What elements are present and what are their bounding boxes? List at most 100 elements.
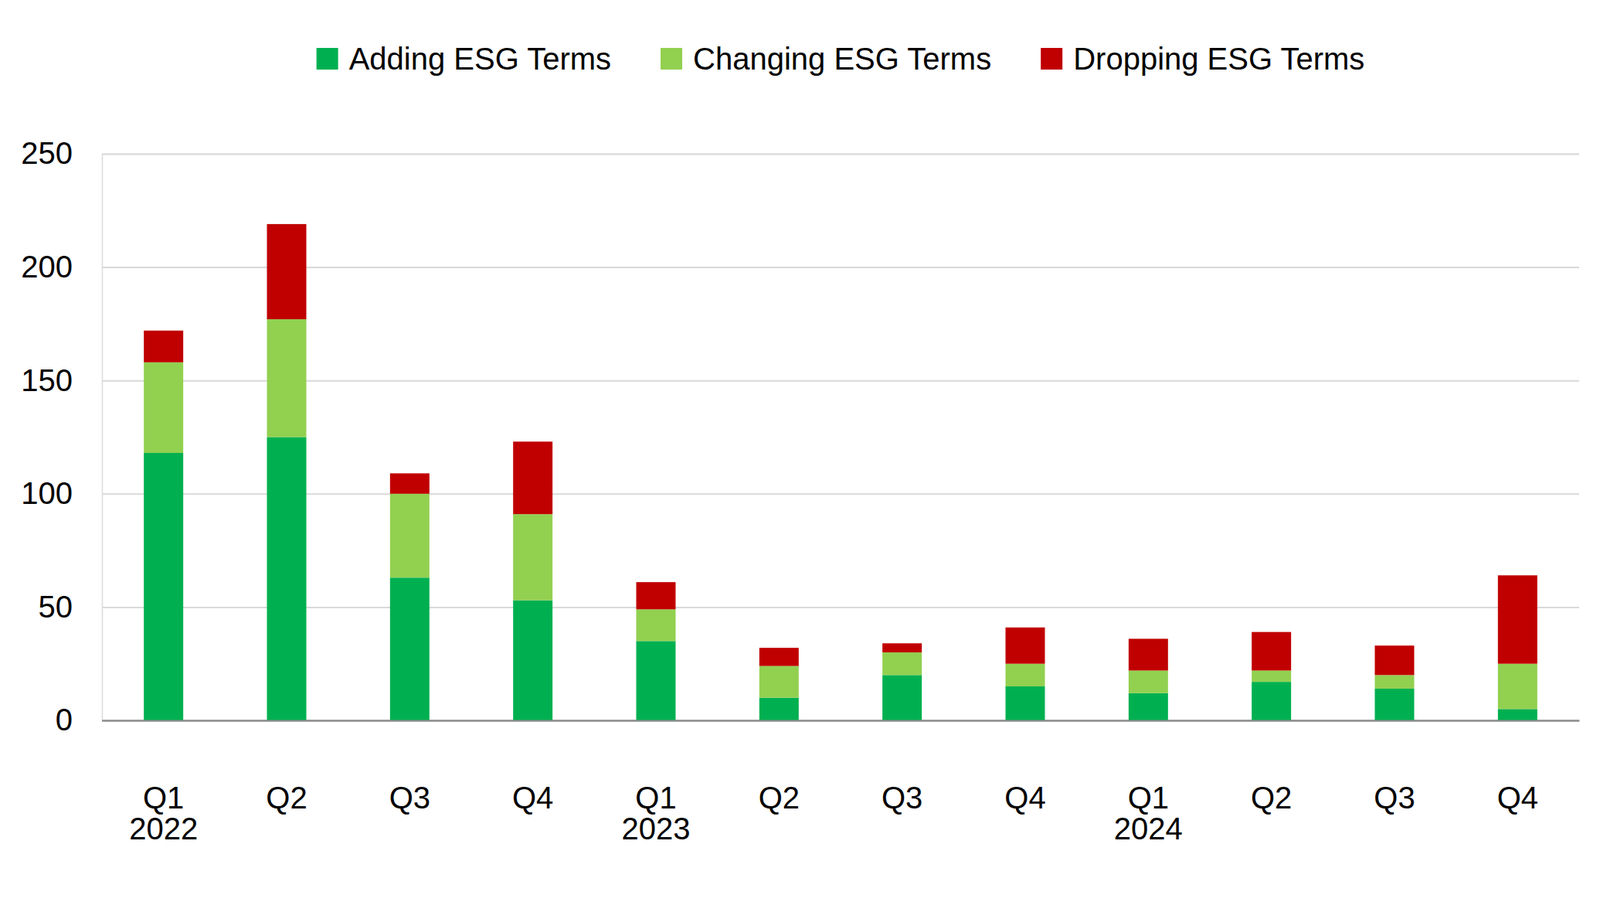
y-tick-label: 50 — [38, 589, 74, 624]
x-tick-label: Q4 — [1497, 780, 1539, 815]
bar — [1251, 681, 1291, 721]
x-tick-label: Q4 — [1004, 780, 1046, 815]
x-tick-label-line: Q1 — [635, 780, 677, 815]
legend-swatch — [660, 47, 683, 70]
x-tick-label-line: Q3 — [881, 780, 923, 815]
y-tick-label: 250 — [20, 135, 73, 170]
x-tick: Q12024 — [1114, 720, 1183, 846]
x-tick-label-line: Q4 — [1497, 780, 1539, 815]
grid-line — [101, 720, 1580, 722]
bar — [636, 581, 677, 609]
series-bars — [143, 437, 1538, 721]
x-tick: Q3 — [881, 720, 923, 815]
grid-line — [101, 606, 1580, 609]
x-tick: Q2 — [1250, 720, 1292, 815]
bar — [1005, 686, 1046, 721]
y-tick-label: 200 — [20, 249, 73, 284]
x-tick-label: Q4 — [512, 780, 554, 815]
x-tick: Q3 — [1373, 720, 1415, 815]
bar — [1498, 574, 1538, 663]
x-tick-label: Q2 — [758, 780, 800, 815]
legend-item: Changing ESG Terms — [660, 41, 992, 76]
x-tick-label: Q3 — [1373, 780, 1415, 815]
x-tick-label: Q12022 — [129, 780, 198, 846]
grid-line — [101, 266, 1580, 269]
bar — [1251, 669, 1291, 682]
bar — [759, 647, 799, 666]
bar — [267, 224, 307, 320]
series-bars — [143, 224, 1538, 675]
legend: Adding ESG Terms Changing ESG Terms Droppi… — [316, 41, 1366, 76]
legend-label: Dropping ESG Terms — [1073, 41, 1365, 76]
bar — [512, 513, 553, 600]
x-tick-label-line: 2024 — [1114, 811, 1183, 846]
x-tick-label-line: Q1 — [1127, 780, 1169, 815]
x-tick-label: Q3 — [881, 780, 923, 815]
bar — [1128, 692, 1169, 721]
y-axis-line — [102, 154, 1580, 721]
bar — [390, 493, 430, 578]
x-tick: Q3 — [389, 720, 431, 815]
bar — [143, 330, 184, 363]
legend-item: Adding ESG Terms — [316, 41, 612, 76]
bar — [267, 319, 307, 437]
legend-item: Dropping ESG Terms — [1040, 41, 1365, 76]
legend-swatch — [1040, 47, 1063, 70]
bar — [882, 674, 922, 721]
y-tick: 200 — [20, 249, 1580, 284]
legend-swatch — [316, 47, 339, 70]
series-bars — [143, 319, 1538, 709]
grid-line — [101, 380, 1580, 382]
y-tick-label: 150 — [20, 363, 73, 398]
x-tick-label: Q12024 — [1114, 780, 1183, 846]
bar — [1375, 674, 1415, 689]
legend-label: Adding ESG Terms — [349, 41, 612, 76]
x-tick: Q4 — [1497, 720, 1539, 815]
bar — [143, 452, 184, 721]
x-tick-label-line: Q2 — [265, 780, 307, 815]
y-tick: 100 — [20, 475, 1580, 510]
legend-label: Changing ESG Terms — [692, 41, 992, 76]
x-tick-label-line: 2023 — [621, 811, 691, 846]
x-tick-label: Q3 — [389, 780, 431, 815]
chart: 050100150200250Q12022Q2Q3Q4Q12023Q2Q3Q4Q… — [0, 0, 1600, 902]
x-tick-label: Q12023 — [621, 780, 691, 846]
x-tick-label-line: Q2 — [758, 780, 800, 815]
bar — [267, 437, 307, 721]
bar — [759, 697, 799, 721]
bar — [512, 441, 553, 514]
x-tick-label-line: Q3 — [389, 780, 431, 815]
bar — [390, 472, 430, 493]
bar — [759, 665, 799, 698]
x-tick: Q2 — [758, 720, 800, 815]
x-tick-label-line: Q4 — [1004, 780, 1046, 815]
bar — [1375, 688, 1415, 721]
bar — [636, 640, 677, 721]
bar — [1498, 663, 1538, 710]
bar — [1251, 631, 1291, 671]
x-tick-label-line: Q2 — [1250, 780, 1292, 815]
bar — [882, 652, 922, 675]
grid-line — [101, 492, 1580, 495]
bars — [143, 224, 1538, 721]
bar — [512, 600, 553, 721]
x-tick-label: Q2 — [265, 780, 307, 815]
x-tick-label: Q2 — [1250, 780, 1292, 815]
bar — [1375, 645, 1415, 675]
x-tick-label-line: Q4 — [512, 780, 554, 815]
grid-line — [101, 153, 1580, 156]
x-tick: Q4 — [512, 720, 554, 815]
x-tick: Q12022 — [129, 720, 198, 846]
x-tick: Q4 — [1004, 720, 1046, 815]
x-tick-label-line: Q3 — [1373, 780, 1415, 815]
x-tick: Q2 — [265, 720, 307, 815]
bar — [390, 577, 430, 721]
x-tick-label-line: Q1 — [142, 780, 184, 815]
bar — [636, 608, 677, 641]
y-axis: 0 50 100 150 200 250 — [20, 135, 1580, 737]
bar — [1128, 638, 1169, 670]
y-tick-label: 0 — [55, 702, 73, 737]
y-tick: 150 — [20, 363, 1580, 398]
bar — [1128, 669, 1169, 693]
y-tick-label: 100 — [20, 475, 73, 510]
